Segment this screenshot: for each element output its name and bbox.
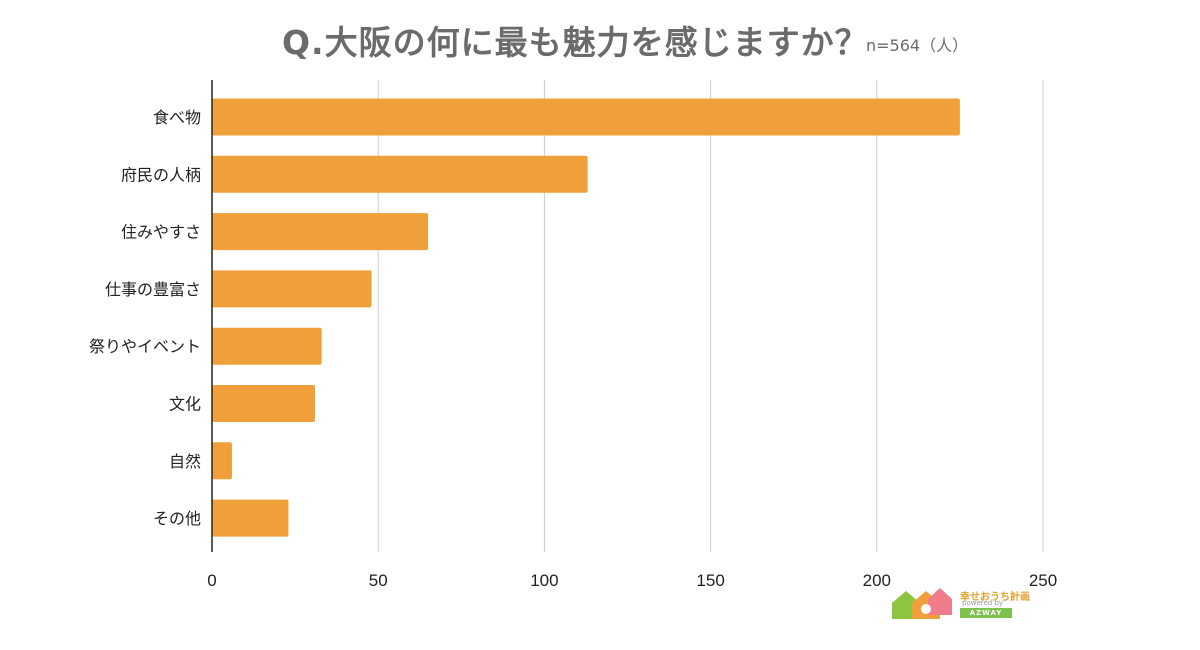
x-tick-label: 250	[1029, 571, 1057, 590]
bar	[212, 442, 232, 480]
category-label: 府民の人柄	[121, 165, 201, 184]
logo-badge: AZWAY	[960, 608, 1012, 618]
bar	[212, 213, 429, 251]
category-label: 祭りやイベント	[89, 337, 201, 356]
brand-logo: 幸せおうち計画 powered by AZWAY	[890, 585, 1030, 621]
house-logo-icon	[892, 588, 952, 619]
bar	[212, 98, 960, 136]
title-row: Q.大阪の何に最も魅力を感じますか？ n=564（人）	[0, 16, 1200, 66]
category-label: 食べ物	[153, 108, 201, 127]
x-tick-label: 200	[863, 571, 891, 590]
category-label: 住みやすさ	[121, 223, 201, 242]
x-tick-label: 0	[207, 571, 216, 590]
x-tick-label: 150	[696, 571, 724, 590]
chart-subtitle: n=564（人）	[866, 36, 969, 55]
bar	[212, 155, 588, 193]
category-label: 自然	[169, 452, 201, 471]
logo-powered-by: powered by	[962, 599, 1004, 607]
category-label: その他	[153, 509, 201, 528]
bar	[212, 385, 316, 422]
category-label: 仕事の豊富さ	[105, 280, 201, 299]
chart-title: Q.大阪の何に最も魅力を感じますか？	[282, 23, 869, 62]
bar	[212, 499, 289, 537]
x-tick-label: 100	[530, 571, 558, 590]
bar	[212, 270, 372, 308]
logo-title: 幸せおうち計画	[960, 592, 1030, 603]
x-tick-label: 50	[369, 571, 388, 590]
bar	[212, 327, 322, 365]
category-label: 文化	[169, 395, 201, 414]
